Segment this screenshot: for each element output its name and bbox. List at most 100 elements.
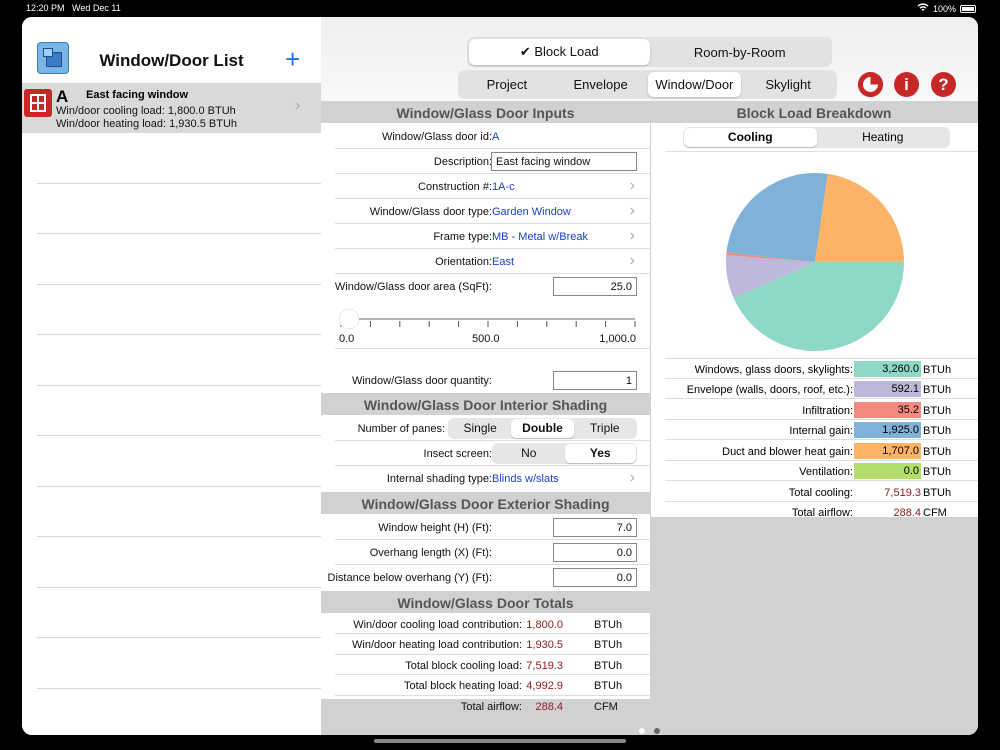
cooling-heating-segmented-control: Cooling Heating (683, 127, 950, 148)
row-quantity: Window/Glass door quantity: 1 (321, 368, 650, 393)
tab-room-by-room[interactable]: Room-by-Room (693, 44, 786, 60)
insect-screen-label: Insect screen: (423, 448, 492, 460)
main-area: ✔ Block Load Room-by-Room Project Envelo… (321, 17, 978, 735)
divider (37, 587, 321, 588)
row-construction[interactable]: Construction #: 1A-c › (321, 174, 650, 199)
panes-double[interactable]: Double (511, 419, 574, 438)
tab-cooling[interactable]: Cooling (684, 128, 817, 147)
section-title-breakdown: Block Load Breakdown (650, 101, 978, 123)
area-field[interactable]: 25.0 (553, 277, 637, 296)
row-panes: Number of panes: Single Double Triple (321, 416, 650, 441)
breakdown-row: Infiltration: 35.2 BTUh (651, 400, 978, 420)
row-window-height: Window height (H) (Ft): 7.0 (321, 515, 650, 540)
divider (37, 334, 321, 335)
total-airflow-row: Total airflow: 288.4 CFM (791, 507, 947, 519)
breakdown-bar: 3,260.0 (854, 361, 921, 377)
battery-icon (960, 4, 976, 13)
breakdown-row: Windows, glass doors, skylights: 3,260.0… (651, 359, 978, 379)
slider-thumb[interactable] (339, 309, 360, 330)
row-orientation[interactable]: Orientation: East › (321, 249, 650, 274)
sidebar-title: Window/Door List (99, 51, 244, 70)
divider (37, 688, 321, 689)
page-indicator (654, 728, 660, 734)
tab-heating[interactable]: Heating (862, 130, 904, 144)
row-frame-type[interactable]: Frame type: MB - Metal w/Break › (321, 224, 650, 249)
window-height-label: Window height (H) (Ft): (378, 522, 492, 534)
battery-percent: 100% (932, 3, 956, 14)
tab-project[interactable]: Project (486, 77, 528, 92)
pie-slice (726, 255, 815, 299)
breakdown-bar: 1,925.0 (854, 422, 921, 438)
divider (37, 637, 321, 638)
breakdown-bar: 0.0 (854, 463, 921, 479)
overhang-length-field[interactable]: 0.0 (553, 543, 637, 562)
tab-envelope[interactable]: Envelope (573, 77, 628, 92)
row-distance-below: Distance below overhang (Y) (Ft): 0.0 (321, 565, 650, 590)
id-label: Window/Glass door id: (381, 131, 492, 143)
totals-row: Total airflow: 288.4 CFM (460, 701, 618, 713)
info-icon[interactable]: i (894, 72, 919, 97)
overhang-length-label: Overhang length (X) (Ft): (369, 547, 492, 559)
totals-row: Win/door cooling load contribution: 1,80… (321, 614, 650, 634)
row-internal-shading[interactable]: Internal shading type: Blinds w/slats › (321, 466, 650, 491)
panes-label: Number of panes: (357, 423, 445, 435)
item-cooling-load: Win/door cooling load: 1,800.0 BTUh (56, 105, 236, 117)
help-icon[interactable]: ? (931, 72, 956, 97)
frame-type-label: Frame type: (433, 231, 492, 243)
list-item[interactable]: A East facing window Win/door cooling lo… (22, 83, 321, 133)
panes-segmented-control: Single Double Triple (448, 418, 637, 439)
divider (37, 183, 321, 184)
sidebar: Window/Door List + A East facing window … (22, 17, 321, 735)
app-screen: Window/Door List + A East facing window … (22, 17, 978, 735)
quantity-label: Window/Glass door quantity: (351, 375, 492, 387)
insect-screen-yes[interactable]: Yes (564, 444, 636, 463)
orientation-value[interactable]: East (492, 256, 515, 268)
slider-max-label: 1,000.0 (599, 333, 636, 345)
window-icon (24, 89, 52, 117)
item-heating-load: Win/door heating load: 1,930.5 BTUh (56, 118, 238, 130)
slider-mid-label: 500.0 (472, 333, 500, 345)
chevron-right-icon: › (295, 97, 301, 114)
distance-below-label: Distance below overhang (Y) (Ft): (327, 572, 492, 584)
area-label: Window/Glass door area (SqFt): (334, 281, 492, 293)
pie-slice (815, 173, 904, 262)
construction-value[interactable]: 1A-c (492, 181, 515, 193)
tab-window-door[interactable]: Window/Door (647, 72, 742, 97)
construction-label: Construction #: (418, 181, 492, 193)
pie-chart-icon[interactable] (858, 72, 883, 97)
panes-triple[interactable]: Triple (590, 421, 620, 435)
pie-slice (726, 173, 828, 262)
breakdown-row: Internal gain: 1,925.0 BTUh (651, 420, 978, 440)
panes-single[interactable]: Single (463, 421, 497, 435)
status-right: 100% (917, 3, 976, 14)
row-door-type[interactable]: Window/Glass door type: Garden Window › (321, 199, 650, 224)
total-cooling-row: Total cooling: 7,519.3 BTUh (651, 482, 978, 502)
divider (37, 486, 321, 487)
divider (37, 284, 321, 285)
breakdown-bar: 35.2 (854, 402, 921, 418)
item-name: East facing window (86, 89, 189, 101)
insect-screen-no[interactable]: No (521, 446, 537, 460)
area-slider[interactable] (339, 309, 639, 331)
quantity-field[interactable]: 1 (553, 371, 637, 390)
tab-block-load[interactable]: ✔ Block Load (469, 39, 650, 65)
description-label: Description: (433, 156, 492, 168)
top-toolbar: ✔ Block Load Room-by-Room Project Envelo… (321, 17, 978, 101)
door-type-value[interactable]: Garden Window (492, 206, 571, 218)
breakdown-row: Duct and blower heat gain: 1,707.0 BTUh (651, 441, 978, 461)
frame-type-value[interactable]: MB - Metal w/Break (492, 231, 588, 243)
description-field[interactable]: East facing window (491, 152, 637, 171)
window-height-field[interactable]: 7.0 (553, 518, 637, 537)
app-logo-icon[interactable] (37, 42, 69, 74)
tab-skylight[interactable]: Skylight (765, 77, 811, 92)
add-window-button[interactable]: + (285, 44, 301, 74)
pie-slice (726, 252, 815, 262)
distance-below-field[interactable]: 0.0 (553, 568, 637, 587)
section-title-totals: Window/Glass Door Totals (321, 591, 650, 613)
breakdown-row: Envelope (walls, doors, roof, etc.): 592… (651, 379, 978, 399)
home-indicator (374, 739, 626, 743)
internal-shading-value[interactable]: Blinds w/slats (492, 473, 559, 485)
id-value[interactable]: A (492, 131, 500, 143)
divider (37, 385, 321, 386)
sidebar-header: Window/Door List + (22, 17, 321, 83)
